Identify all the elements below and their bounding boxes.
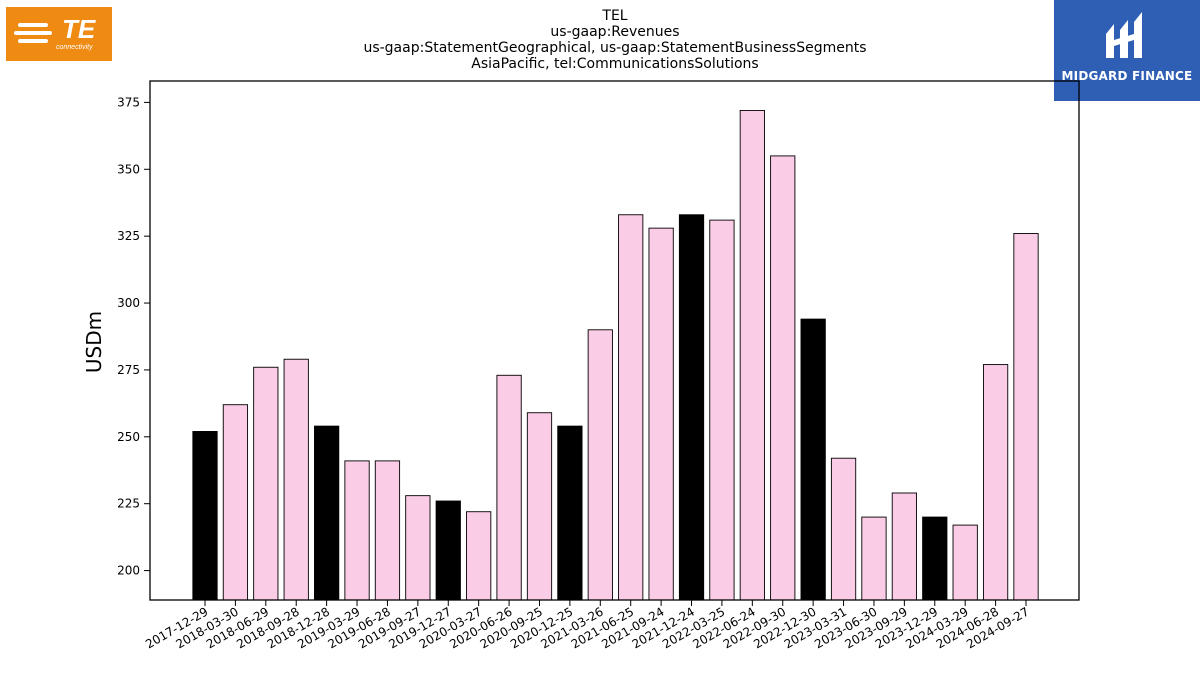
y-axis: 200 225 250 275 300 325 350 375	[117, 95, 150, 578]
y-tick-label: 250	[117, 430, 140, 444]
midgard-emblem-icon	[1106, 12, 1142, 58]
bar	[800, 318, 826, 601]
y-tick-label: 275	[117, 363, 140, 377]
bar	[891, 492, 917, 601]
y-tick-label: 325	[117, 229, 140, 243]
bar	[587, 329, 613, 601]
y-tick-label: 300	[117, 296, 140, 310]
chart-title-line: us-gaap:StatementGeographical, us-gaap:S…	[363, 40, 866, 56]
y-axis-label: USDm	[82, 311, 106, 373]
bar	[283, 358, 309, 601]
bar	[222, 404, 249, 601]
chart-title-line: us-gaap:Revenues	[550, 24, 679, 40]
bar	[526, 412, 553, 601]
bar	[557, 425, 583, 601]
bar	[830, 457, 857, 601]
bar	[739, 109, 765, 601]
bar	[374, 460, 401, 601]
bar	[496, 374, 522, 601]
bar	[344, 460, 370, 601]
bar	[192, 431, 218, 601]
bar	[618, 214, 644, 601]
bar	[466, 511, 492, 601]
chart-title-line: TEL	[601, 8, 627, 24]
bar	[861, 516, 887, 601]
te-connectivity-logo: TE connectivity	[6, 7, 112, 61]
bar	[922, 516, 948, 601]
bar	[435, 500, 461, 601]
chart-title-line: AsiaPacific, tel:CommunicationsSolutions	[471, 56, 758, 72]
bar	[709, 219, 735, 601]
bars-group	[192, 109, 1039, 601]
bar	[253, 366, 279, 601]
y-tick-label: 225	[117, 497, 140, 511]
bar	[648, 227, 674, 601]
y-tick-label: 375	[117, 95, 140, 109]
y-tick-label: 200	[117, 564, 140, 578]
bar	[770, 155, 796, 601]
bar	[1013, 233, 1039, 601]
y-tick-label: 350	[117, 162, 140, 176]
logo-stripe	[18, 23, 48, 27]
bar	[314, 425, 340, 601]
midgard-logo-text: MIDGARD FINANCE	[1061, 69, 1193, 83]
te-logo-mark: TE	[62, 14, 96, 44]
logo-stripe	[14, 31, 52, 35]
bar	[982, 364, 1009, 601]
te-logo-subtitle: connectivity	[56, 44, 93, 51]
bar	[678, 214, 705, 601]
logo-stripe	[18, 39, 48, 43]
chart-title: TEL us-gaap:Revenues us-gaap:StatementGe…	[363, 8, 866, 72]
midgard-finance-logo: MIDGARD FINANCE	[1054, 0, 1200, 101]
x-axis: 2017-12-292018-03-302018-06-292018-09-28…	[143, 600, 1032, 651]
plot-frame	[149, 80, 1080, 601]
bar	[405, 495, 431, 601]
bar	[952, 524, 978, 601]
